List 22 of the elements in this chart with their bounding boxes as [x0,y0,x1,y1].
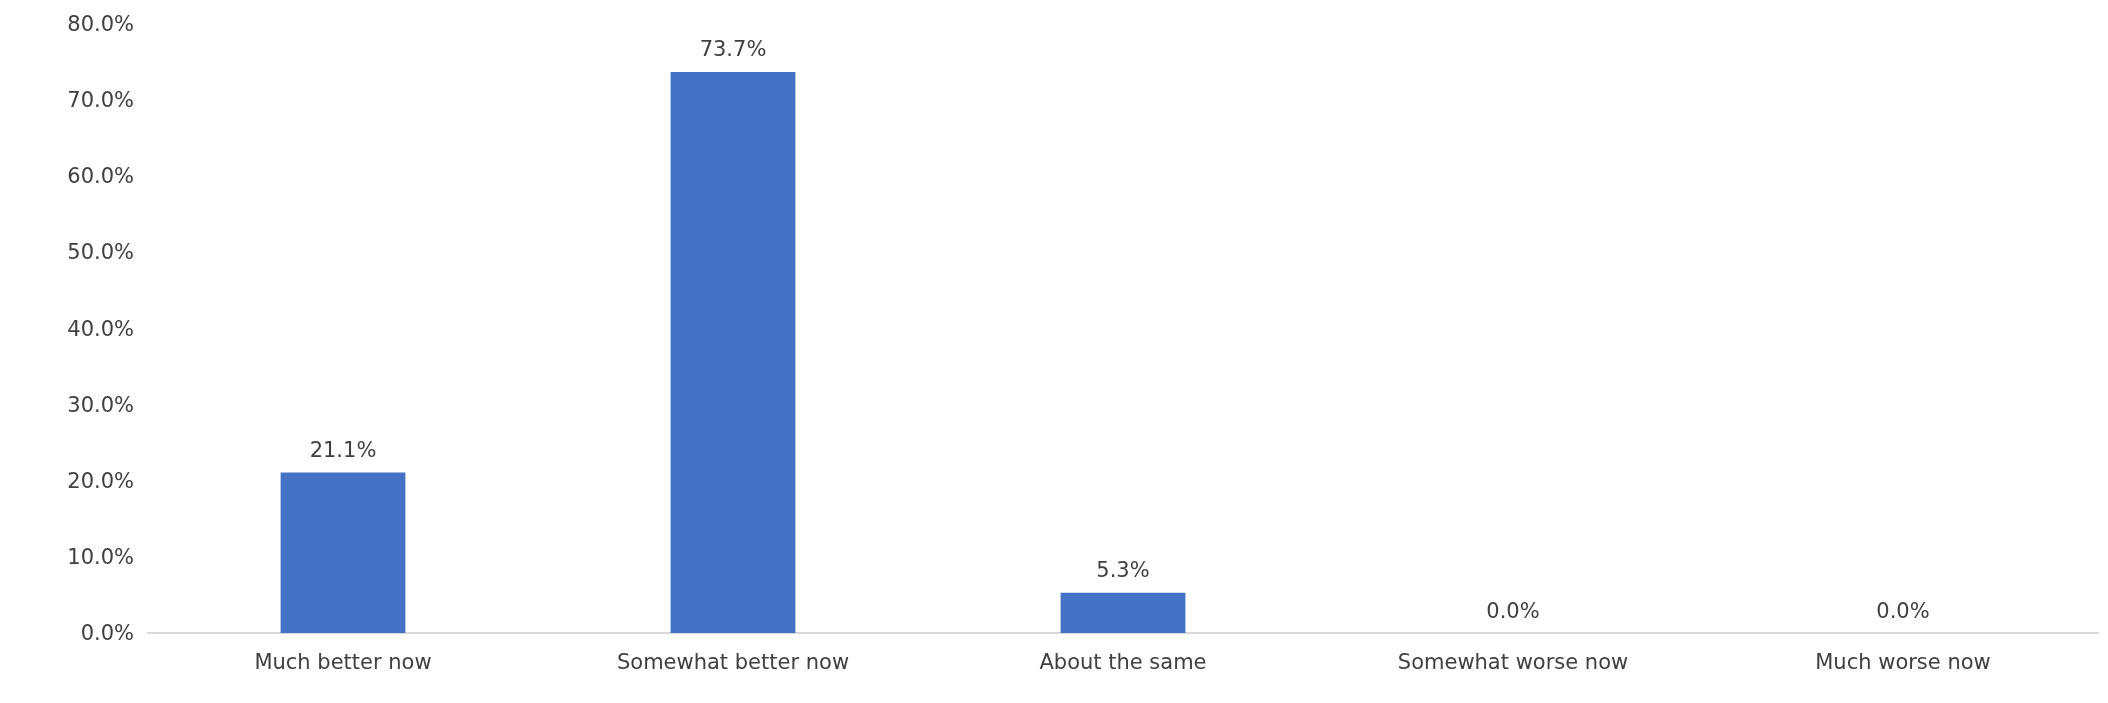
x-tick-label: Somewhat better now [616,649,850,674]
y-tick-label: 0.0% [80,621,134,645]
x-tick-label: Somewhat worse now [1397,649,1629,674]
bar [670,71,796,633]
x-tick-label: About the same [1039,649,1207,674]
y-tick-label: 60.0% [67,164,134,189]
text: 73.7% [699,37,767,62]
y-tick-label: 30.0% [67,392,134,417]
y-tick-label: 80.0% [67,12,134,36]
text: 5.3% [1096,558,1150,583]
text: 0.0% [1486,598,1540,623]
y-tick-label: 40.0% [67,316,134,341]
y-tick-label: 50.0% [67,240,134,265]
text: 21.1% [309,437,377,462]
bar [280,472,406,633]
x-tick-label: Much better now [254,649,432,674]
bar [1060,592,1186,633]
y-tick-label: 10.0% [67,544,134,569]
y-tick-label: 20.0% [67,468,134,493]
text: 0.0% [1876,598,1930,623]
x-tick-label: Much worse now [1815,649,1991,674]
y-tick-label: 70.0% [67,88,134,113]
